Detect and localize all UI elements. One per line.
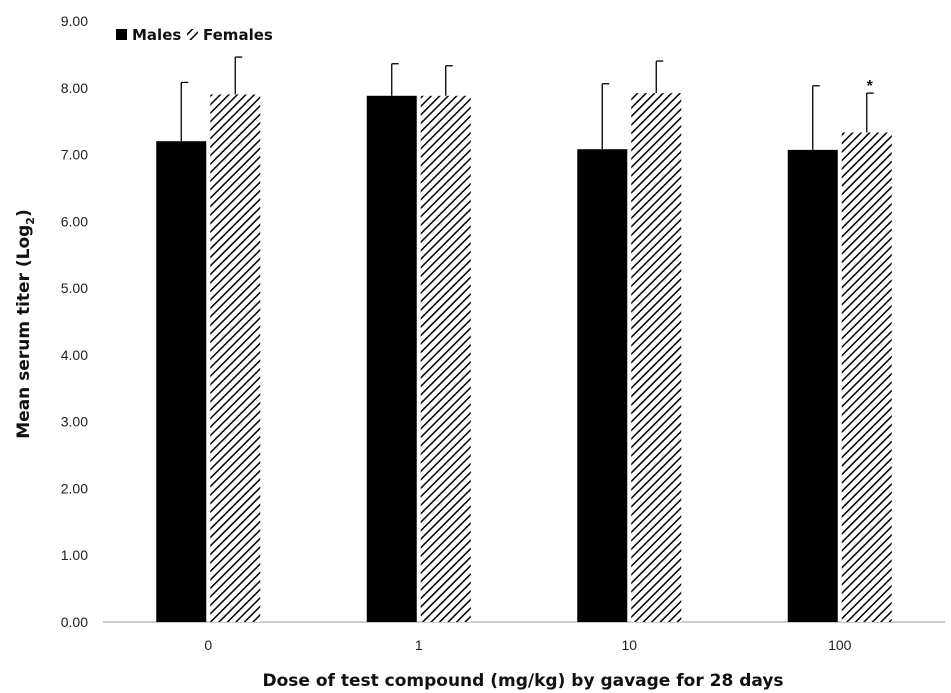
y-axis-title-main: Mean serum titer (Log bbox=[14, 225, 34, 439]
y-axis-title-subscript: 2 bbox=[24, 217, 37, 225]
significance-marker: * bbox=[867, 78, 874, 95]
bar-males-1 bbox=[366, 95, 417, 622]
legend: Males Females bbox=[116, 26, 273, 44]
y-tick-label: 6.00 bbox=[61, 213, 88, 229]
y-tick-label: 3.00 bbox=[61, 414, 88, 430]
y-tick-label: 0.00 bbox=[61, 614, 88, 630]
bar-females-100 bbox=[841, 132, 892, 622]
bars-group bbox=[156, 93, 892, 623]
bar-females-1 bbox=[420, 95, 471, 622]
y-tick-label: 1.00 bbox=[61, 547, 88, 563]
legend-swatch-males bbox=[116, 29, 127, 40]
legend-label-males: Males bbox=[132, 26, 181, 44]
bar-females-10 bbox=[631, 93, 682, 623]
legend-swatch-females bbox=[187, 29, 198, 40]
x-tick-label: 10 bbox=[621, 637, 637, 653]
bar-males-10 bbox=[577, 149, 628, 623]
y-axis-title: Mean serum titer (Log2) bbox=[14, 209, 37, 439]
y-tick-label: 2.00 bbox=[61, 480, 88, 496]
x-axis: 0 1 10 100 bbox=[204, 637, 851, 653]
bar-males-0 bbox=[156, 141, 207, 622]
x-axis-title: Dose of test compound (mg/kg) by gavage … bbox=[262, 671, 783, 691]
bar-females-0 bbox=[210, 94, 261, 622]
legend-label-females: Females bbox=[203, 26, 273, 44]
x-tick-label: 1 bbox=[415, 637, 423, 653]
y-tick-label: 8.00 bbox=[61, 80, 88, 96]
error-bars-group: * bbox=[180, 56, 874, 150]
x-tick-label: 100 bbox=[828, 637, 852, 653]
y-axis-title-close: ) bbox=[14, 209, 34, 217]
y-tick-label: 5.00 bbox=[61, 280, 88, 296]
bar-males-100 bbox=[787, 149, 838, 622]
x-tick-label: 0 bbox=[204, 637, 212, 653]
y-tick-label: 9.00 bbox=[61, 13, 88, 29]
y-tick-label: 7.00 bbox=[61, 147, 88, 163]
y-tick-label: 4.00 bbox=[61, 347, 88, 363]
